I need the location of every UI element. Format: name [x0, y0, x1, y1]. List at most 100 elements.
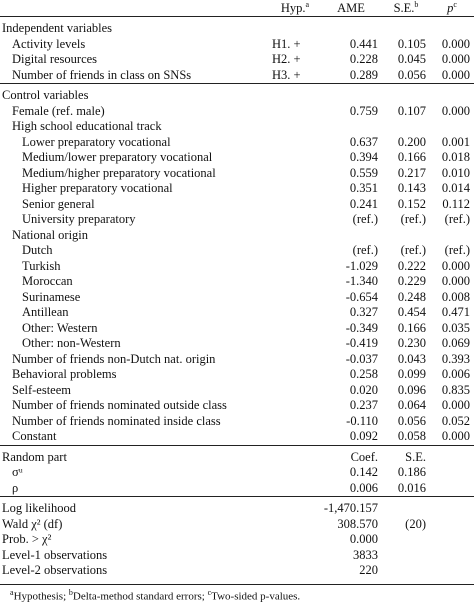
se-value: 0.096 — [397, 382, 426, 397]
row-label: Wald χ² (df) — [2, 516, 63, 531]
ame-cell — [320, 119, 382, 135]
ame-cell: 0.289 — [320, 68, 382, 84]
row-label: University preparatory — [22, 212, 136, 227]
table-row: Medium/lower preparatory vocational 0.394… — [0, 150, 474, 166]
ame-value: 0.351 — [349, 181, 378, 196]
row-label: Constant — [12, 429, 57, 444]
table-row: Female (ref. male) 0.759 0.107 0.000 — [0, 104, 474, 120]
se-value: 0.016 — [397, 480, 426, 495]
p-cell: 0.001 — [430, 135, 474, 151]
se-value: 0.043 — [397, 351, 426, 366]
ame-value: 0.327 — [349, 305, 378, 320]
hyp-cell — [270, 563, 320, 579]
se-value: 0.045 — [397, 52, 426, 67]
row-label: Level-2 observations — [2, 563, 108, 578]
p-cell: 0.000 — [430, 429, 474, 445]
p-cell: 0.393 — [430, 352, 474, 368]
ame-value: 0.020 — [349, 382, 378, 397]
row-label: Number of friends nominated inside class — [12, 413, 221, 428]
se-value: 0.248 — [397, 289, 426, 304]
se-cell: (20) — [382, 517, 430, 533]
se-cell: 0.056 — [382, 414, 430, 430]
hyp-cell — [270, 321, 320, 337]
hyp-cell — [270, 532, 320, 548]
se-cell: 0.229 — [382, 274, 430, 290]
se-cell: 0.166 — [382, 150, 430, 166]
table-row: Control variables — [0, 83, 474, 104]
p-cell: 0.014 — [430, 181, 474, 197]
se-cell: 0.099 — [382, 367, 430, 383]
ame-value: 0.241 — [349, 196, 378, 211]
hyp-cell — [270, 104, 320, 120]
hyp-cell — [270, 290, 320, 306]
note-mark: a — [10, 587, 14, 597]
se-cell — [382, 83, 430, 104]
ame-value: 0.289 — [349, 67, 378, 82]
table-row: Surinamese -0.654 0.248 0.008 — [0, 290, 474, 306]
table-header: Hyp.a AME S.E.b pc — [0, 0, 474, 18]
ame-cell: 0.142 — [320, 465, 382, 481]
p-value: 0.018 — [441, 150, 470, 165]
row-label: Random part — [2, 449, 67, 464]
ame-cell — [320, 228, 382, 244]
p-value: 0.000 — [441, 52, 470, 67]
row-label-cell: Moroccan — [0, 274, 270, 290]
ame-value: -0.349 — [345, 320, 378, 335]
se-cell: 0.152 — [382, 197, 430, 213]
se-value: 0.107 — [397, 103, 426, 118]
table-row: Level-2 observations 220 — [0, 563, 474, 579]
table-row: Medium/higher preparatory vocational 0.55… — [0, 166, 474, 182]
row-label-cell: Prob. > χ² — [0, 532, 270, 548]
row-label-cell: Behavioral problems — [0, 367, 270, 383]
row-label-cell: Activity levels — [0, 37, 270, 53]
p-cell: 0.069 — [430, 336, 474, 352]
p-cell: 0.000 — [430, 104, 474, 120]
ame-value: 0.441 — [349, 36, 378, 51]
row-label: Control variables — [2, 88, 89, 103]
hyp-value: H1. + — [272, 36, 301, 51]
se-value: 0.230 — [397, 336, 426, 351]
se-value: (20) — [405, 516, 426, 531]
ame-cell: 0.228 — [320, 52, 382, 68]
se-cell — [382, 119, 430, 135]
ame-value: Coef. — [350, 449, 378, 464]
ame-cell: Coef. — [320, 444, 382, 466]
p-value: 0.052 — [441, 413, 470, 428]
ame-value: 0.006 — [349, 480, 378, 495]
p-cell: (ref.) — [430, 243, 474, 259]
table-row: Constant 0.092 0.058 0.000 — [0, 429, 474, 445]
ame-cell: 0.759 — [320, 104, 382, 120]
p-cell — [430, 548, 474, 564]
ame-cell: 0.000 — [320, 532, 382, 548]
ame-value: 220 — [359, 563, 378, 578]
se-cell — [382, 532, 430, 548]
p-cell: 0.018 — [430, 150, 474, 166]
ame-value: -1.340 — [345, 274, 378, 289]
se-cell: 0.186 — [382, 465, 430, 481]
se-value: 0.222 — [397, 258, 426, 273]
note-mark: c — [453, 0, 457, 9]
header-se: S.E.b — [382, 0, 430, 18]
table-body: Independent variables Activity levels H1. … — [0, 17, 474, 579]
hyp-cell — [270, 212, 320, 228]
se-value: S.E. — [405, 449, 426, 464]
table-row: Other: Western -0.349 0.166 0.035 — [0, 321, 474, 337]
p-value: 0.006 — [441, 367, 470, 382]
table-row: Self-esteem 0.020 0.096 0.835 — [0, 383, 474, 399]
p-value: 0.000 — [441, 398, 470, 413]
hyp-cell — [270, 119, 320, 135]
table-row: σᵘ 0.142 0.186 — [0, 465, 474, 481]
p-cell — [430, 119, 474, 135]
row-label-cell: Log likelihood — [0, 496, 270, 517]
table-row: Activity levels H1. + 0.441 0.105 0.000 — [0, 37, 474, 53]
se-value: 0.056 — [397, 413, 426, 428]
row-label-cell: Number of friends nominated inside class — [0, 414, 270, 430]
ame-value: 0.228 — [349, 52, 378, 67]
table-row: Behavioral problems 0.258 0.099 0.006 — [0, 367, 474, 383]
ame-cell: 0.237 — [320, 398, 382, 414]
p-value: 0.000 — [441, 36, 470, 51]
row-label-cell: Medium/higher preparatory vocational — [0, 166, 270, 182]
p-cell: 0.000 — [430, 52, 474, 68]
row-label: Female (ref. male) — [12, 103, 105, 118]
ame-value: 0.237 — [349, 398, 378, 413]
